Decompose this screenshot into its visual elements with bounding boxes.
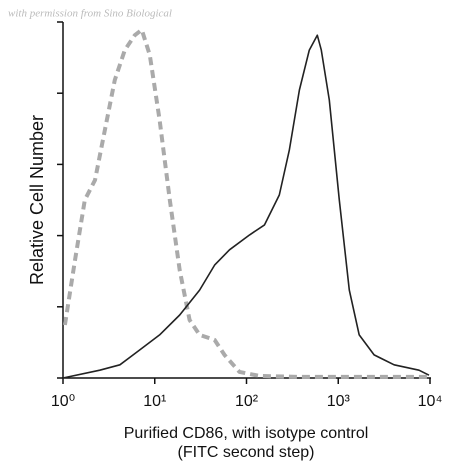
- x-tick-label: 10⁴: [418, 393, 443, 410]
- x-tick-label: 10³: [327, 393, 351, 410]
- watermark: with permission from Sino Biological: [8, 8, 172, 20]
- x-tick-label: 10¹: [143, 393, 166, 410]
- x-axis-label: Purified CD86, with isotype control: [124, 425, 369, 442]
- x-axis-label: (FITC second step): [178, 444, 315, 461]
- histogram-line: [62, 27, 429, 379]
- histogram-line: [62, 34, 430, 379]
- y-axis-label: Relative Cell Number: [27, 115, 47, 285]
- x-tick-label: 10²: [235, 393, 259, 410]
- x-tick-label: 10⁰: [51, 393, 75, 410]
